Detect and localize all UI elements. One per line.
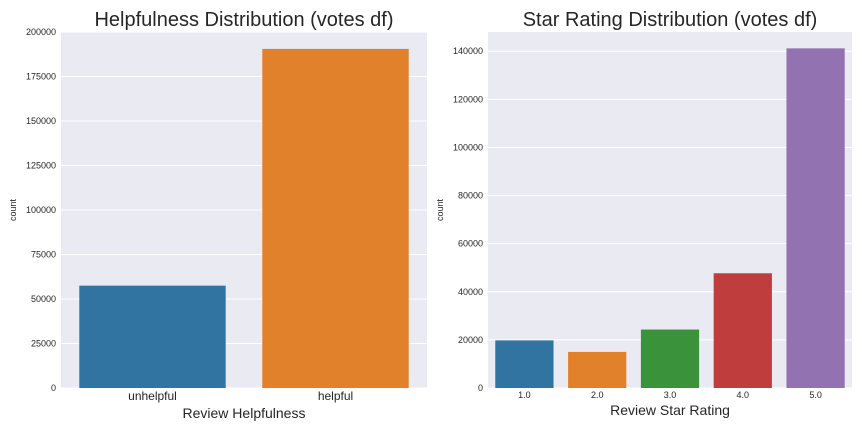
y-tick-label: 60000 [458,239,483,249]
bar-star-rating-1-0 [495,340,554,388]
y-axis-label-star-rating: count [435,198,445,221]
bar-helpfulness-helpful [262,48,409,388]
y-ticks-star-rating: 0 20000 40000 60000 80000 100000 120000 140000 [453,46,483,393]
y-tick-label: 0 [51,383,56,393]
y-tick-label: 80000 [458,191,483,201]
x-ticks-helpfulness: unhelpful helpful [128,389,353,403]
y-tick-label: 100000 [26,205,56,215]
x-tick-label: helpful [318,389,353,403]
y-tick-label: 20000 [458,335,483,345]
y-tick-label: 40000 [458,287,483,297]
bar-helpfulness-unhelpful [79,285,226,388]
chart-title-helpfulness: Helpfulness Distribution (votes df) [94,9,393,31]
bar-star-rating-5-0 [786,48,845,389]
y-tick-label: 140000 [453,46,483,56]
y-tick-label: 25000 [31,339,56,349]
bars-helpfulness [79,48,409,388]
star-rating-chart: 020000400006000080000100000120000140000 … [435,9,852,418]
x-axis-label-helpfulness: Review Helpfulness [183,405,306,421]
y-axis-label-helpfulness: count [8,198,18,221]
y-tick-label: 50000 [31,294,56,304]
x-tick-label: 5.0 [809,390,822,400]
y-tick-label: 120000 [453,94,483,104]
y-tick-label: 175000 [26,72,56,82]
x-tick-label: unhelpful [128,389,177,403]
y-tick-label: 100000 [453,142,483,152]
y-tick-label: 150000 [26,116,56,126]
x-tick-label: 3.0 [664,390,677,400]
bar-star-rating-3-0 [640,329,700,388]
x-ticks-star-rating: 1.0 2.0 3.0 4.0 5.0 [518,390,822,400]
chart-title-star-rating: Star Rating Distribution (votes df) [523,9,818,31]
y-ticks-helpfulness: 0 25000 50000 75000 100000 125000 150000 175000… [26,27,56,393]
bar-star-rating-4-0 [713,273,772,388]
bars-star-rating [495,48,845,389]
x-tick-label: 1.0 [518,390,531,400]
y-tick-label: 200000 [26,27,56,37]
y-tick-label: 0 [478,383,483,393]
x-tick-label: 4.0 [737,390,750,400]
x-axis-label-star-rating: Review Star Rating [610,402,730,418]
bar-star-rating-2-0 [568,351,627,388]
x-tick-label: 2.0 [591,390,604,400]
helpfulness-chart: 0 25000 50000 75000 100000 125000 150000 175000… [8,9,427,421]
y-tick-label: 125000 [26,161,56,171]
y-tick-label: 75000 [31,250,56,260]
